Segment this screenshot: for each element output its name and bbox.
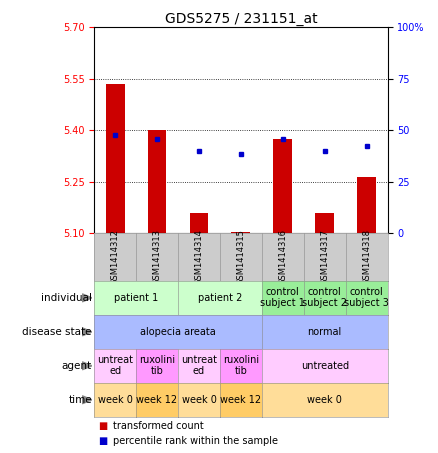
Text: GSM1414315: GSM1414315 <box>237 229 245 285</box>
Text: GSM1414313: GSM1414313 <box>152 229 162 285</box>
Text: transformed count: transformed count <box>113 421 203 431</box>
Text: alopecia areata: alopecia areata <box>140 327 216 337</box>
Text: disease state: disease state <box>22 327 92 337</box>
Text: untreat
ed: untreat ed <box>97 356 133 376</box>
Text: time: time <box>68 395 92 405</box>
Text: control
subject 3: control subject 3 <box>344 288 389 308</box>
Polygon shape <box>82 362 92 370</box>
Text: GSM1414312: GSM1414312 <box>111 229 120 285</box>
Bar <box>148 130 166 233</box>
Text: GSM1414318: GSM1414318 <box>362 229 371 285</box>
Text: ruxolini
tib: ruxolini tib <box>139 356 175 376</box>
Text: ■: ■ <box>99 421 108 431</box>
Text: percentile rank within the sample: percentile rank within the sample <box>113 435 278 446</box>
Bar <box>357 177 376 233</box>
Bar <box>273 139 292 233</box>
Text: normal: normal <box>307 327 342 337</box>
Polygon shape <box>82 396 92 404</box>
Text: untreated: untreated <box>300 361 349 371</box>
Text: control
subject 2: control subject 2 <box>302 288 347 308</box>
Bar <box>315 212 334 233</box>
Polygon shape <box>82 328 92 336</box>
Text: week 12: week 12 <box>137 395 178 405</box>
Text: individual: individual <box>41 293 92 303</box>
Text: agent: agent <box>62 361 92 371</box>
Bar <box>190 212 208 233</box>
Text: GSM1414317: GSM1414317 <box>320 229 329 285</box>
Text: ruxolini
tib: ruxolini tib <box>223 356 259 376</box>
Bar <box>231 231 251 233</box>
Text: week 12: week 12 <box>220 395 261 405</box>
Text: week 0: week 0 <box>181 395 216 405</box>
Text: week 0: week 0 <box>307 395 342 405</box>
Text: GSM1414316: GSM1414316 <box>278 229 287 285</box>
Text: GSM1414314: GSM1414314 <box>194 229 204 285</box>
Bar <box>106 84 124 233</box>
Text: patient 2: patient 2 <box>198 293 242 303</box>
Text: ■: ■ <box>99 435 108 446</box>
Title: GDS5275 / 231151_at: GDS5275 / 231151_at <box>165 12 317 26</box>
Text: control
subject 1: control subject 1 <box>260 288 305 308</box>
Polygon shape <box>82 294 92 302</box>
Text: untreat
ed: untreat ed <box>181 356 217 376</box>
Text: patient 1: patient 1 <box>114 293 158 303</box>
Text: week 0: week 0 <box>98 395 133 405</box>
